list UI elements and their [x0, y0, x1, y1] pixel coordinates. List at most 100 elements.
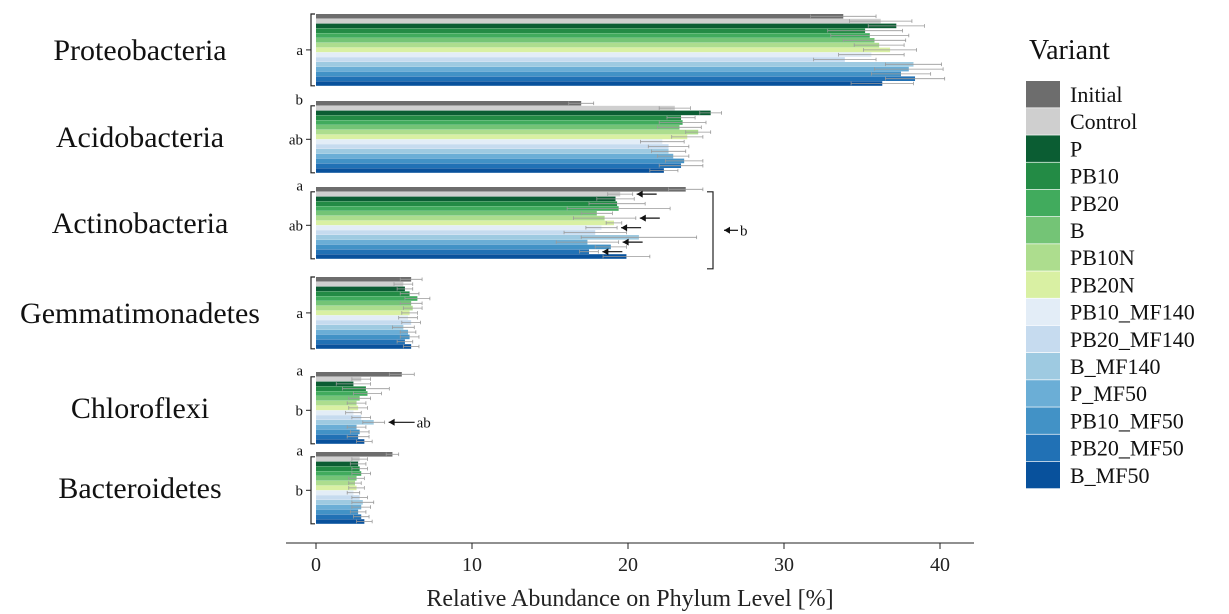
- bar-gemmatimonadetes-pb10-mf50: [316, 334, 410, 340]
- significance-letter-chloroflexi: ab: [417, 415, 431, 431]
- group-letter-actinobacteria: ab: [289, 218, 303, 234]
- group-letter-gemmatimonadetes: a: [296, 306, 303, 322]
- legend-label-b: B: [1070, 218, 1085, 243]
- bar-actinobacteria-pb20n: [316, 220, 614, 226]
- right-bracket-letter: b: [740, 223, 748, 239]
- group-letter-bacteroidetes: b: [296, 483, 304, 499]
- bar-gemmatimonadetes-p: [316, 286, 405, 292]
- legend: Variant InitialControlPPB10PB20BPB10NPB2…: [1026, 35, 1195, 489]
- legend-swatch-p: [1026, 135, 1060, 162]
- bar-gemmatimonadetes-initial: [316, 277, 412, 282]
- bar-gemmatimonadetes-control: [316, 281, 404, 287]
- legend-label-pb20-mf140: PB20_MF140: [1070, 327, 1195, 352]
- legend-swatch-pb10n: [1026, 244, 1060, 271]
- group-bracket-gemmatimonadetes: [310, 276, 315, 350]
- bar-chloroflexi-b-mf140: [316, 420, 374, 425]
- bar-bacteroidetes-pb20-mf50: [316, 514, 362, 519]
- bar-chloroflexi-pb10-mf50: [316, 429, 360, 435]
- bar-bacteroidetes-pb20: [316, 471, 362, 476]
- bar-chloroflexi-b: [316, 396, 360, 401]
- bar-proteobacteria-control: [316, 18, 881, 24]
- category-label-proteobacteria: Proteobacteria: [53, 34, 226, 67]
- x-tick-label: 10: [462, 554, 482, 576]
- category-label-gemmatimonadetes: Gemmatimonadetes: [20, 297, 260, 330]
- bar-acidobacteria-pb20: [316, 120, 683, 125]
- group-letter-chloroflexi: a: [296, 363, 303, 379]
- group-bracket-acidobacteria: [310, 105, 315, 174]
- bar-acidobacteria-pb10: [316, 115, 682, 120]
- significance-arrow-chloroflexi-head: [388, 418, 395, 426]
- legend-label-pb10: PB10: [1070, 164, 1119, 189]
- bar-acidobacteria-p-mf50: [316, 153, 674, 159]
- significance-arrow-head: [636, 190, 643, 198]
- bar-bacteroidetes-pb20n: [316, 485, 357, 491]
- category-label-acidobacteria: Acidobacteria: [56, 121, 224, 154]
- bar-bacteroidetes-pb10: [316, 466, 360, 471]
- bar-actinobacteria-b: [316, 211, 597, 216]
- category-label-actinobacteria: Actinobacteria: [52, 207, 229, 240]
- legend-label-p: P: [1070, 136, 1082, 161]
- bar-chloroflexi-b-mf50: [316, 439, 365, 444]
- bar-acidobacteria-pb10n: [316, 129, 699, 135]
- bar-proteobacteria-pb20-mf140: [316, 57, 845, 62]
- group-bracket-bacteroidetes: [310, 456, 315, 525]
- group-bracket-actinobacteria: [310, 191, 315, 260]
- bar-bacteroidetes-b: [316, 476, 357, 481]
- bar-proteobacteria-pb10-mf50: [316, 71, 901, 77]
- bar-actinobacteria-pb20: [316, 206, 619, 211]
- significance-arrow-head: [639, 214, 646, 222]
- x-tick-label: 20: [618, 554, 638, 576]
- bar-gemmatimonadetes-pb20: [316, 296, 418, 301]
- bar-actinobacteria-pb20-mf140: [316, 230, 596, 235]
- bar-proteobacteria-b-mf140: [316, 62, 914, 67]
- legend-swatch-b-mf140: [1026, 353, 1060, 380]
- bar-gemmatimonadetes-pb10n: [316, 305, 413, 311]
- bar-proteobacteria-pb20-mf50: [316, 76, 916, 81]
- bar-bacteroidetes-control: [316, 456, 360, 462]
- bar-acidobacteria-pb20-mf50: [316, 163, 682, 168]
- significance-arrow-head: [621, 224, 628, 232]
- bar-proteobacteria-p: [316, 23, 897, 29]
- x-tick-label: 30: [774, 554, 794, 576]
- right-bracket-arrow-head: [724, 226, 730, 234]
- bar-acidobacteria-control: [316, 105, 675, 111]
- legend-swatch-initial: [1026, 81, 1060, 108]
- bar-proteobacteria-pb20n: [316, 47, 891, 53]
- bar-actinobacteria-pb10-mf50: [316, 244, 611, 250]
- bar-chloroflexi-pb20-mf140: [316, 415, 362, 420]
- group-letter-acidobacteria: ab: [289, 132, 303, 148]
- category-label-chloroflexi: Chloroflexi: [71, 392, 209, 425]
- bar-bacteroidetes-p-mf50: [316, 504, 362, 510]
- legend-label-b-mf140: B_MF140: [1070, 354, 1160, 379]
- bar-acidobacteria-b: [316, 125, 680, 130]
- group-bracket-proteobacteria: [310, 13, 315, 87]
- legend-swatch-b: [1026, 217, 1060, 244]
- legend-swatch-pb10-mf140: [1026, 298, 1060, 326]
- legend-label-pb20n: PB20N: [1070, 272, 1135, 297]
- bar-bacteroidetes-pb10-mf140: [316, 490, 354, 495]
- bar-bacteroidetes-pb20-mf140: [316, 495, 360, 500]
- category-labels: Proteobacteria Acidobacteria Actinobacteri…: [20, 34, 260, 505]
- x-axis-title: Relative Abundance on Phylum Level [%]: [426, 586, 833, 612]
- bar-actinobacteria-p: [316, 196, 616, 202]
- bar-acidobacteria-p: [316, 110, 711, 116]
- legend-label-control: Control: [1070, 109, 1137, 134]
- legend-label-initial: Initial: [1070, 82, 1123, 107]
- category-label-bacteroidetes: Bacteroidetes: [58, 472, 221, 505]
- group-letter-actinobacteria: a: [296, 178, 303, 194]
- annotations: b ab: [388, 190, 748, 431]
- bar-bacteroidetes-pb10n: [316, 480, 355, 486]
- bar-chloroflexi-pb20-mf50: [316, 434, 359, 439]
- bar-proteobacteria-b-mf50: [316, 81, 883, 86]
- bar-chloroflexi-p: [316, 381, 354, 387]
- bar-gemmatimonadetes-b-mf50: [316, 344, 412, 349]
- bar-bacteroidetes-b-mf140: [316, 500, 363, 505]
- group-letter-bacteroidetes: a: [296, 443, 303, 459]
- bar-acidobacteria-pb20-mf140: [316, 144, 669, 149]
- bar-chloroflexi-pb20: [316, 391, 368, 396]
- bar-chloroflexi-p-mf50: [316, 424, 357, 430]
- bar-actinobacteria-control: [316, 191, 621, 197]
- bar-chloroflexi-pb10-mf140: [316, 410, 354, 415]
